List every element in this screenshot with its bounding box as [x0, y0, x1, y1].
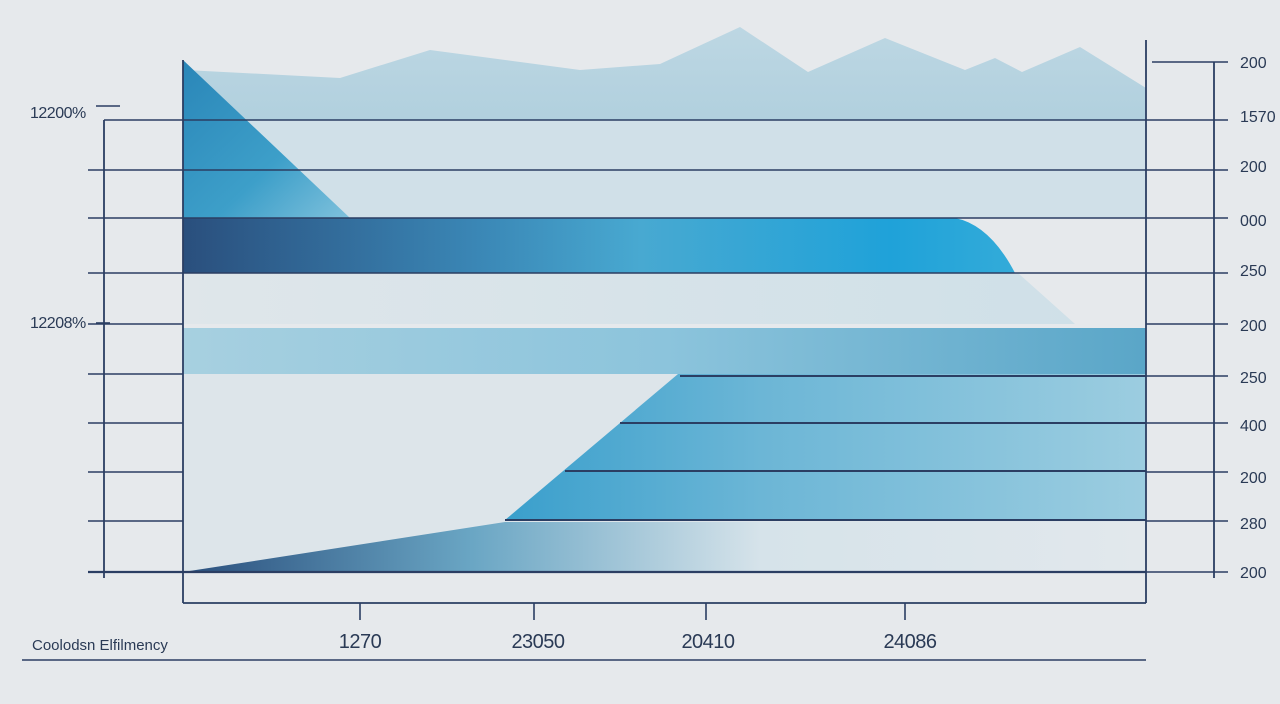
left-tick-stubs [96, 105, 120, 324]
right-tick-label: 250 [1240, 263, 1267, 280]
x-tick-label: 24086 [883, 631, 936, 653]
x-tick-marks [359, 603, 906, 620]
right-tick-label: 200 [1240, 318, 1267, 335]
left-tick-label: 12208% [30, 315, 86, 332]
pale-band-top [183, 120, 1146, 218]
right-tick-label: 280 [1240, 516, 1267, 533]
left-tick-label: 12200% [30, 105, 86, 122]
right-tick-label: 400 [1240, 418, 1267, 435]
right-tick-label: 250 [1240, 370, 1267, 387]
bottom-wedge-area [183, 522, 1146, 572]
right-tick-label: 1570 [1240, 109, 1276, 126]
axes-frame [103, 40, 1215, 604]
dark-band-area [183, 218, 1015, 273]
top-triangle-area [183, 60, 350, 218]
pale-band-mid [183, 273, 1075, 324]
light-band-area [183, 328, 1146, 374]
right-tick-label: 200 [1240, 470, 1267, 487]
right-tick-label: 000 [1240, 213, 1267, 230]
x-tick-label: 23050 [511, 631, 564, 653]
right-tick-marks [1146, 61, 1228, 573]
right-tick-label: 200 [1240, 565, 1267, 582]
x-tick-label: 1270 [339, 631, 382, 653]
mid-triangle-area [505, 374, 1146, 520]
x-tick-label: 20410 [681, 631, 734, 653]
grid-lines [88, 119, 1146, 574]
x-axis-title: Coolodsn Elfilmency [32, 637, 168, 654]
right-tick-label: 200 [1240, 159, 1267, 176]
mountain-area [185, 27, 1146, 120]
right-tick-label: 200 [1240, 55, 1267, 72]
